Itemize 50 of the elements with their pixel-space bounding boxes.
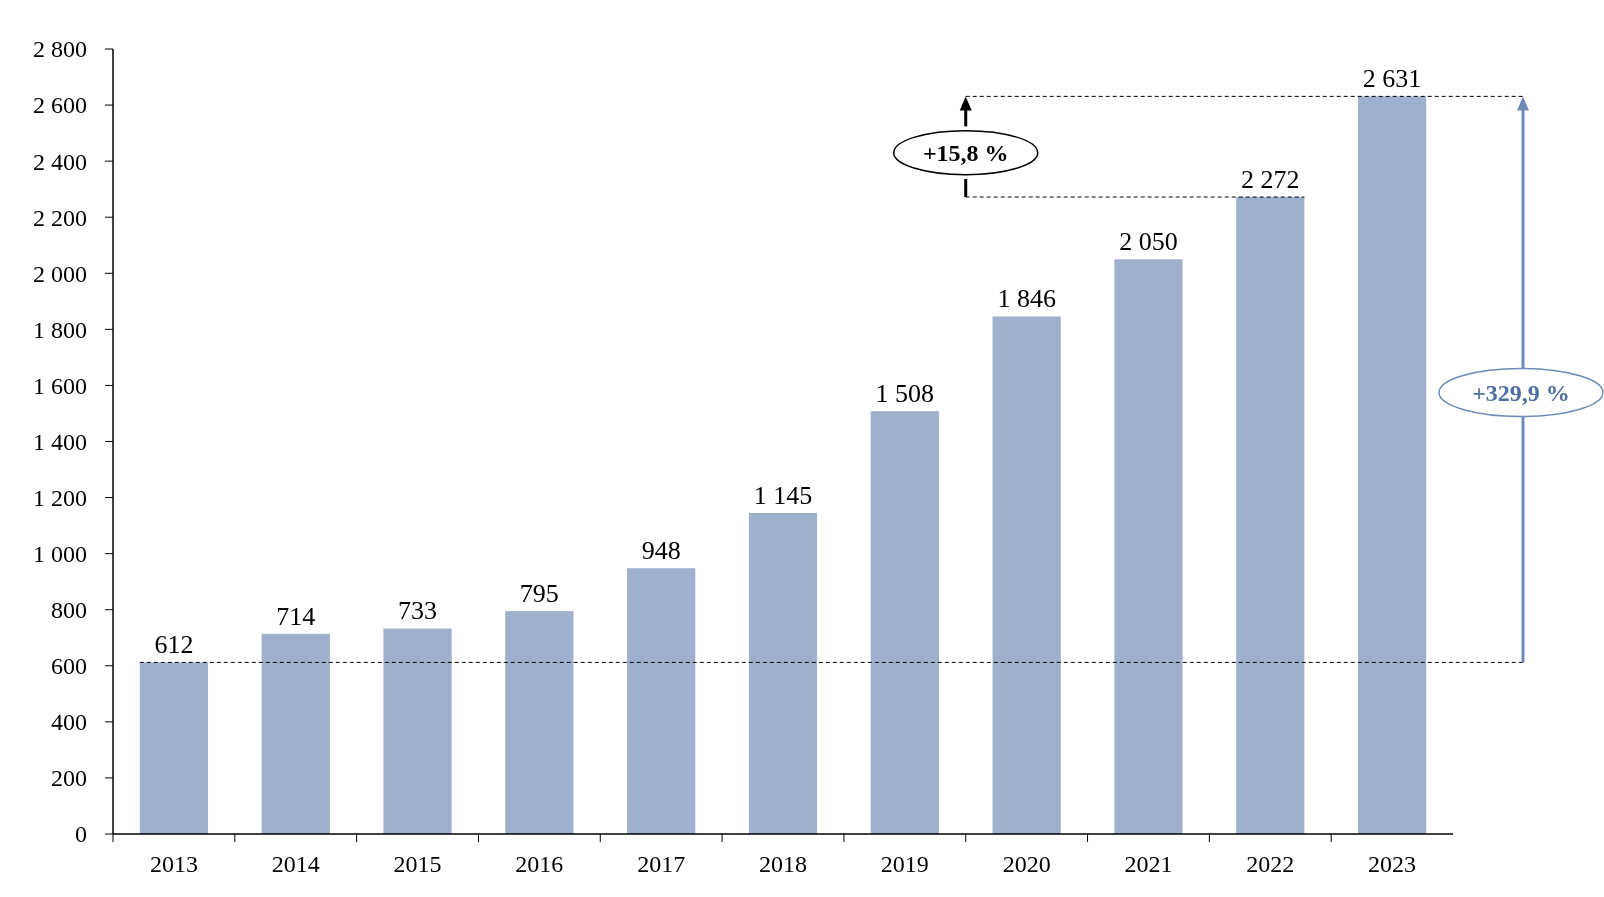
y-tick-label: 1 600: [33, 372, 87, 399]
bar: [1357, 96, 1427, 834]
bar: [505, 611, 574, 834]
data-label: 795: [519, 579, 559, 609]
x-tick-label: 2015: [393, 851, 442, 877]
data-label: 1 846: [997, 284, 1056, 314]
y-tick-label: 0: [75, 821, 87, 848]
bar: [139, 662, 209, 834]
y-tick-label: 2 600: [33, 92, 87, 119]
data-label: 714: [276, 601, 316, 631]
x-tick-label: 2023: [1368, 851, 1417, 877]
x-tick-label: 2022: [1246, 851, 1295, 877]
y-tick-label: 2 000: [33, 260, 87, 287]
bar: [870, 411, 939, 834]
y-tick-label: 1 200: [33, 484, 87, 511]
data-label: 1 508: [875, 379, 935, 409]
bar: [1114, 259, 1183, 834]
data-label: 733: [398, 596, 438, 626]
bar: [992, 316, 1061, 834]
x-tick-label: 2019: [880, 851, 929, 877]
x-tick-label: 2013: [149, 851, 198, 877]
data-label: 2 272: [1241, 165, 1300, 195]
y-tick-label: 2 400: [33, 148, 87, 175]
annotation: +329,9 %: [1472, 379, 1570, 406]
y-tick-label: 1 000: [33, 541, 87, 568]
x-tick-label: 2021: [1124, 851, 1173, 877]
bar: [1236, 197, 1305, 834]
y-tick-label: 2 800: [33, 36, 87, 63]
data-label: 612: [154, 630, 194, 660]
y-tick-label: 1 400: [33, 428, 87, 455]
y-tick-label: 2 200: [33, 204, 87, 231]
x-tick-label: 2014: [271, 851, 320, 877]
y-tick-label: 800: [51, 597, 87, 624]
y-tick-label: 1 800: [33, 316, 87, 343]
bar: [627, 568, 696, 834]
bar: [383, 628, 452, 834]
data-label: 2 631: [1362, 64, 1422, 94]
x-tick-label: 2020: [1002, 851, 1051, 877]
bar: [748, 512, 818, 834]
x-tick-label: 2017: [637, 851, 686, 877]
y-tick-label: 400: [51, 709, 87, 736]
data-label: 2 050: [1119, 227, 1178, 257]
data-label: 1 145: [753, 480, 813, 510]
y-tick-label: 600: [51, 653, 87, 680]
x-tick-label: 2016: [515, 851, 564, 877]
y-tick-label: 200: [51, 765, 87, 792]
bar: [261, 633, 330, 834]
data-label: 948: [641, 536, 681, 566]
annotation: +15,8 %: [922, 140, 1009, 167]
x-tick-label: 2018: [759, 851, 807, 877]
